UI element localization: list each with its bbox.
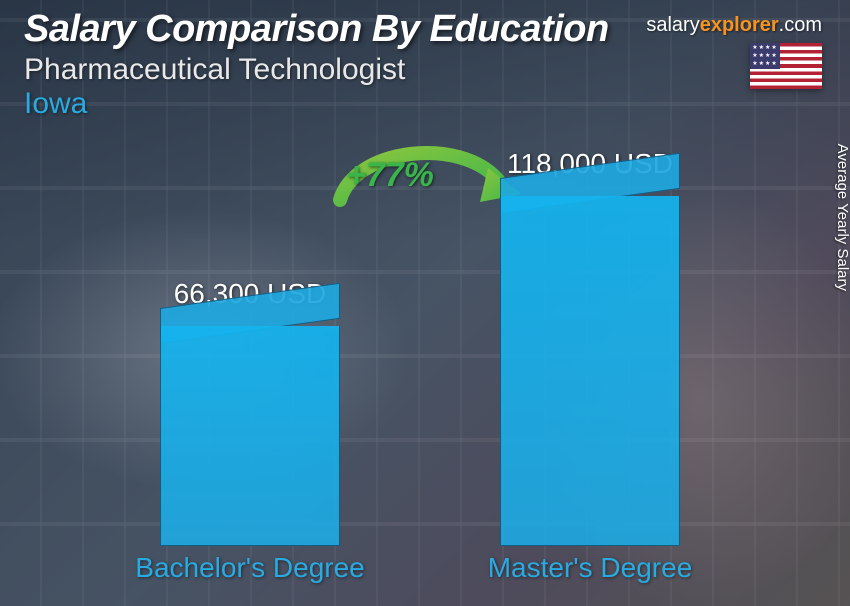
bar-bachelors: 66,300 USD (160, 326, 340, 546)
brand-part1: salary (646, 14, 699, 36)
brand-part2: explorer (700, 14, 779, 36)
brand-block: salaryexplorer.com (646, 14, 822, 89)
brand-logo-text: salaryexplorer.com (646, 14, 822, 37)
bar-chart: 66,300 USD 118,000 USD (0, 180, 850, 546)
flag-icon (750, 43, 822, 89)
category-label: Master's Degree (440, 552, 740, 584)
y-axis-label: Average Yearly Salary (834, 144, 850, 291)
category-axis: Bachelor's Degree Master's Degree (0, 552, 850, 592)
bar-front-face (160, 326, 340, 546)
bar-masters: 118,000 USD (500, 196, 680, 546)
location-label: Iowa (24, 87, 826, 121)
category-label: Bachelor's Degree (100, 552, 400, 584)
bar-front-face (500, 196, 680, 546)
brand-suffix: .com (779, 14, 822, 36)
